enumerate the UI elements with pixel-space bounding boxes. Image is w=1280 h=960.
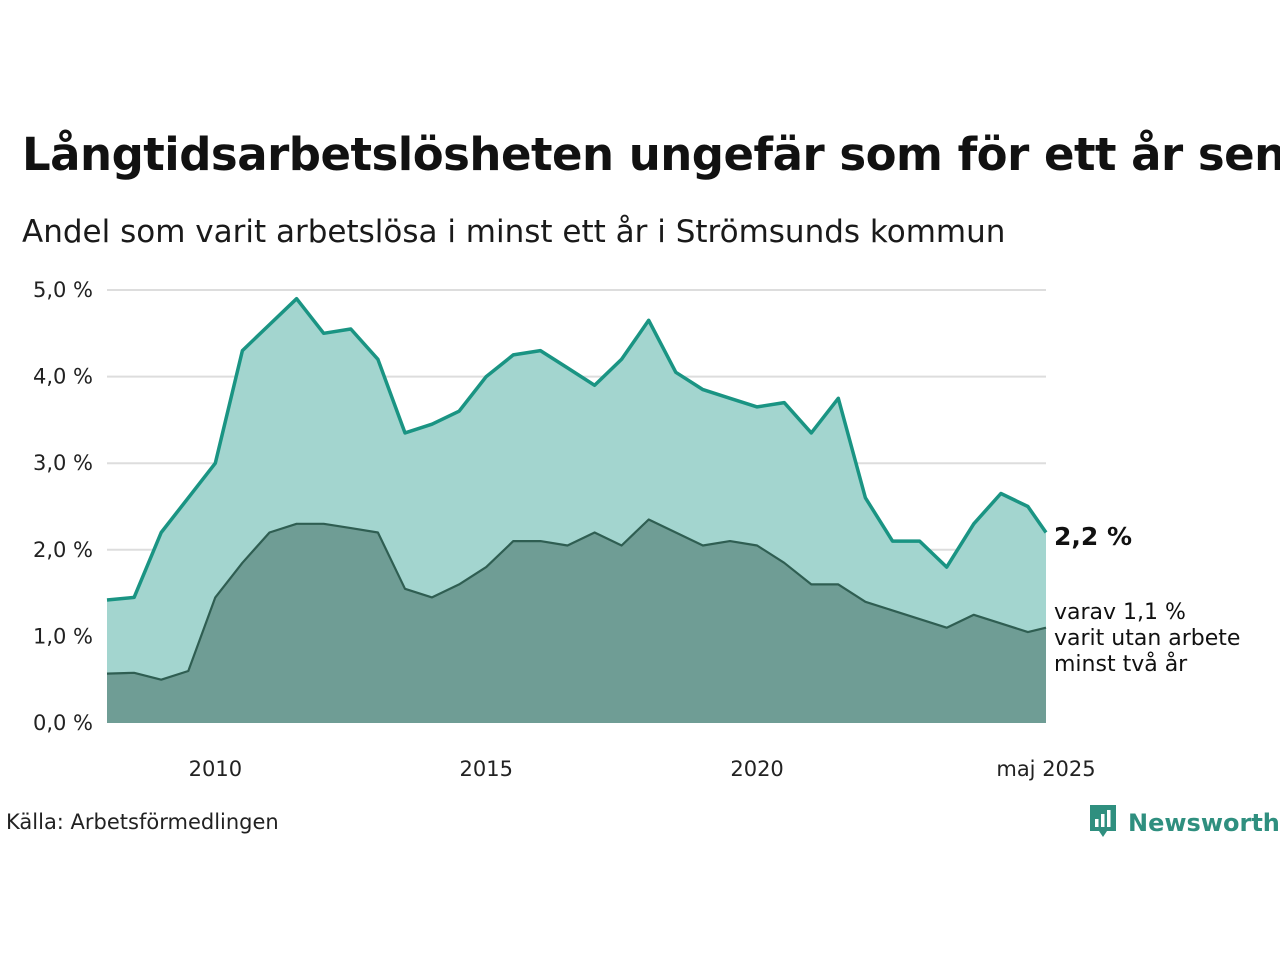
x-axis-ticks: 2010 2015 2020 maj 2025 [189,757,1096,781]
y-axis-ticks: 0,0 % 1,0 % 2,0 % 3,0 % 4,0 % 5,0 % [33,278,93,735]
chart-subtitle: Andel som varit arbetslösa i minst ett å… [22,214,1006,250]
y-tick-label: 3,0 % [33,451,93,475]
y-tick-label: 2,0 % [33,538,93,562]
main-line [106,296,1048,602]
sub-line [106,518,1047,681]
newsworthy-logo-icon [1088,803,1118,843]
end-label-sub-3: minst två år [1054,651,1188,677]
x-tick-label: 2020 [730,757,783,781]
y-tick-label: 0,0 % [33,711,93,735]
x-tick-label: maj 2025 [996,757,1095,781]
end-labels: 2,2 % varav 1,1 % varit utan arbete mins… [1054,522,1240,677]
x-tick-label: 2010 [189,757,242,781]
brand-logo[interactable]: Newsworthy [1088,803,1280,843]
end-label-sub-1: varav 1,1 % [1054,600,1186,625]
series-areas [106,296,1048,723]
y-tick-label: 1,0 % [33,624,93,648]
chart-title: Långtidsarbetslösheten ungefär som för e… [22,128,1280,181]
end-label-main: 2,2 % [1054,522,1132,551]
sub-area [107,519,1046,723]
brand-name: Newsworthy [1128,809,1280,837]
end-label-sub-2: varit utan arbete [1054,626,1240,651]
x-tick-label: 2015 [459,757,512,781]
y-tick-label: 5,0 % [33,278,93,302]
y-tick-label: 4,0 % [33,365,93,389]
source-note: Källa: Arbetsförmedlingen [6,810,279,834]
